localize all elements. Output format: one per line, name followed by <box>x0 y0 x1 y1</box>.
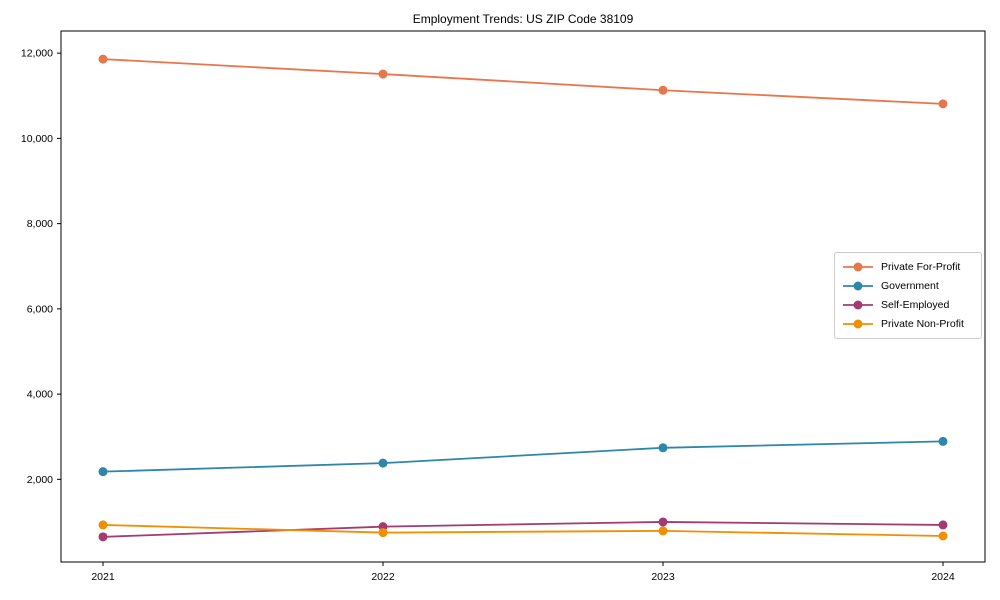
series-marker-private-non-profit <box>938 531 948 541</box>
y-tick-label: 10,000 <box>21 133 53 145</box>
y-tick-label: 12,000 <box>21 48 53 60</box>
legend-entry-government: Government <box>843 280 973 292</box>
series-marker-private-for-profit <box>98 54 108 64</box>
series-marker-government <box>938 436 948 446</box>
legend-marker-icon <box>843 281 873 291</box>
series-line-self-employed <box>102 521 944 538</box>
series-marker-private-for-profit <box>658 85 668 95</box>
series-line-private-for-profit <box>102 58 944 105</box>
x-tick-label: 2023 <box>651 571 675 583</box>
legend-label: Private Non-Profit <box>881 317 964 330</box>
x-tick-label: 2021 <box>91 571 115 583</box>
y-tick-label: 2,000 <box>27 474 53 486</box>
plot-border <box>60 30 986 563</box>
x-tick-label: 2022 <box>371 571 395 583</box>
series-marker-self-employed <box>98 532 108 542</box>
x-tick-label: 2024 <box>931 571 955 583</box>
legend-label: Private For-Profit <box>881 261 961 274</box>
y-tick-label: 6,000 <box>27 303 53 315</box>
series-marker-private-non-profit <box>98 520 108 530</box>
series-line-private-non-profit <box>102 524 944 537</box>
chart-title: Employment Trends: US ZIP Code 38109 <box>412 12 634 26</box>
legend-label: Government <box>881 280 939 293</box>
series-marker-government <box>378 458 388 468</box>
series-marker-self-employed <box>938 520 948 530</box>
legend-entry-private-for-profit: Private For-Profit <box>843 261 973 273</box>
legend-entry-private-non-profit: Private Non-Profit <box>843 318 973 330</box>
legend-entry-self-employed: Self-Employed <box>843 299 973 311</box>
legend-marker-icon <box>843 262 873 272</box>
legend-label: Self-Employed <box>881 298 950 311</box>
y-tick-label: 8,000 <box>27 218 53 230</box>
legend: Private For-Profit Government Self-Employe… <box>834 252 982 339</box>
series-marker-private-for-profit <box>378 69 388 79</box>
series-marker-self-employed <box>658 517 668 527</box>
legend-marker-icon <box>843 300 873 310</box>
series-marker-private-non-profit <box>378 528 388 538</box>
y-tick-label: 4,000 <box>27 389 53 401</box>
series-marker-government <box>658 443 668 453</box>
series-marker-private-for-profit <box>938 99 948 109</box>
series-line-government <box>102 440 944 473</box>
series-marker-private-non-profit <box>658 526 668 536</box>
series-marker-government <box>98 467 108 477</box>
legend-marker-icon <box>843 319 873 329</box>
